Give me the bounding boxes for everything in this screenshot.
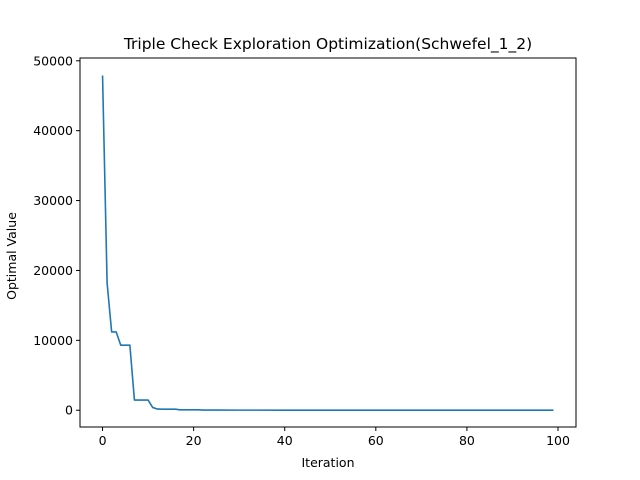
x-tick-label: 80 [459, 433, 475, 448]
x-tick-label: 40 [277, 433, 293, 448]
x-tick-label: 0 [99, 433, 107, 448]
x-axis: 0 20 40 60 80 100 [99, 427, 570, 448]
y-tick-label: 50000 [33, 53, 73, 68]
y-tick-label: 10000 [33, 333, 73, 348]
y-axis: 0 10000 20000 30000 40000 50000 [33, 53, 80, 418]
plot-frame [79, 57, 577, 428]
x-axis-label: Iteration [301, 455, 354, 470]
x-tick-label: 60 [368, 433, 384, 448]
x-tick-label: 100 [546, 433, 570, 448]
y-tick-label: 0 [65, 403, 73, 418]
x-tick-label: 20 [186, 433, 202, 448]
y-axis-label: Optimal Value [4, 212, 19, 300]
series-line-0 [101, 75, 554, 411]
y-tick-label: 40000 [33, 123, 73, 138]
plot-area [79, 57, 577, 428]
chart-title: Triple Check Exploration Optimization(Sc… [123, 35, 532, 54]
y-tick-label: 20000 [33, 263, 73, 278]
y-tick-label: 30000 [33, 193, 73, 208]
